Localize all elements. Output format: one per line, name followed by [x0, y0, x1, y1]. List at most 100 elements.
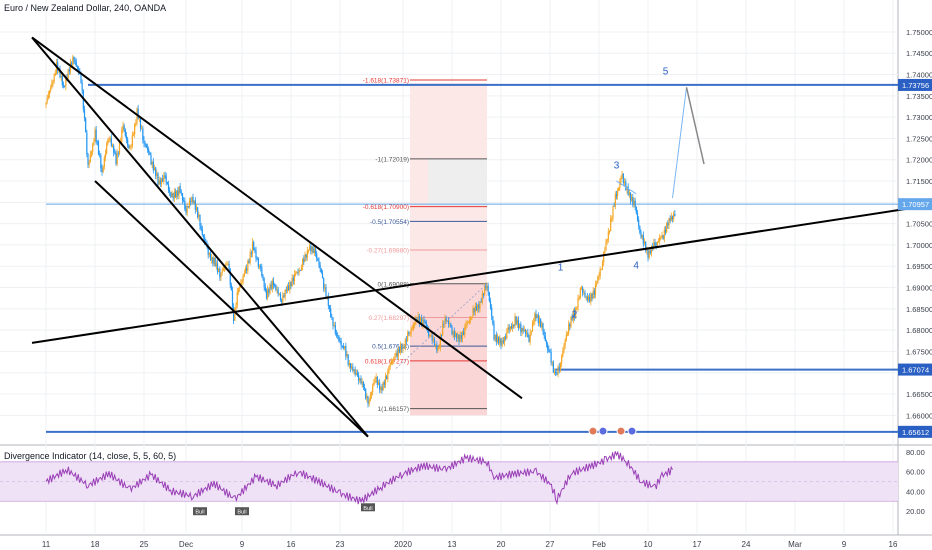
- candle-body: [548, 349, 550, 352]
- candle-body: [101, 168, 103, 173]
- candle-body: [551, 362, 553, 364]
- candle-body: [348, 363, 350, 365]
- candle-body: [239, 287, 241, 289]
- indicator-title: Divergence Indicator (14, close, 5, 5, 6…: [4, 451, 177, 461]
- candle-body: [512, 324, 514, 329]
- candle-body: [352, 366, 354, 371]
- candle-body: [150, 155, 152, 165]
- candle-body: [341, 345, 343, 347]
- candle-body: [356, 373, 359, 376]
- candle-body: [60, 75, 62, 78]
- candle-body: [608, 231, 611, 232]
- candle-body: [261, 267, 263, 277]
- candle-body: [281, 300, 283, 303]
- candle-body: [187, 205, 189, 207]
- time-tick-label: Mar: [788, 540, 802, 549]
- candle-body: [642, 234, 644, 244]
- candle-body: [265, 290, 268, 299]
- candle-body: [625, 181, 627, 190]
- candle-body: [445, 318, 447, 322]
- candle-body: [344, 346, 346, 349]
- candle-body: [514, 316, 516, 327]
- candle-body: [221, 270, 223, 273]
- candle-body: [59, 68, 61, 78]
- candle-body: [621, 173, 623, 179]
- candle-body: [468, 319, 471, 322]
- candle-body: [387, 370, 389, 380]
- candle-body: [351, 366, 353, 369]
- candle-body: [619, 181, 621, 188]
- candle-body: [547, 344, 549, 350]
- candle-body: [83, 109, 86, 119]
- candle-body: [470, 319, 472, 320]
- price-marker-label: 1.65612: [902, 428, 929, 437]
- candle-body: [160, 178, 163, 184]
- candle-body: [298, 270, 300, 273]
- candle-body: [54, 73, 56, 76]
- candle-body: [435, 344, 437, 346]
- candle-body: [437, 348, 439, 351]
- candle-body: [97, 141, 100, 155]
- time-tick-label: Dec: [179, 540, 193, 549]
- candle-body: [358, 375, 360, 381]
- candle-body: [590, 294, 592, 302]
- candle-body: [499, 338, 501, 344]
- candle-body: [202, 234, 205, 237]
- candle-body: [108, 138, 110, 141]
- rsi-tick-label: 80.00: [906, 448, 925, 457]
- trendline: [94, 180, 369, 438]
- event-icon: [616, 426, 626, 436]
- candle-body: [589, 296, 591, 302]
- candle-body: [414, 323, 416, 325]
- candle-body: [110, 137, 112, 146]
- candle-body: [475, 305, 478, 311]
- candle-body: [649, 250, 651, 253]
- candle-body: [537, 314, 539, 324]
- candle-body: [149, 152, 151, 156]
- time-tick-label: Feb: [592, 540, 606, 549]
- candle-body: [184, 200, 186, 209]
- candle-body: [538, 319, 541, 324]
- candle-body: [657, 241, 660, 242]
- candle-body: [542, 323, 544, 332]
- candle-body: [170, 192, 172, 198]
- candle-body: [635, 206, 637, 214]
- candle-body: [337, 335, 339, 337]
- candle-body: [600, 269, 602, 271]
- candle-body: [368, 400, 370, 404]
- candle-body: [655, 245, 657, 247]
- candle-body: [333, 325, 335, 327]
- candle-body: [291, 277, 293, 287]
- candle-body: [510, 326, 513, 329]
- candle-body: [528, 337, 530, 342]
- candle-body: [572, 311, 574, 320]
- candle-body: [607, 231, 609, 240]
- candle-body: [45, 102, 47, 105]
- candle-body: [636, 213, 639, 220]
- candle-body: [162, 178, 164, 182]
- candle-body: [51, 83, 53, 88]
- candle-body: [467, 321, 469, 323]
- candle-body: [306, 250, 308, 258]
- candle-body: [288, 285, 290, 290]
- candle-body: [243, 273, 245, 277]
- price-tick-label: 1.66500: [906, 390, 932, 399]
- candle-body: [293, 273, 296, 282]
- event-icon: [598, 426, 608, 436]
- candle-body: [279, 294, 282, 301]
- candle-body: [334, 325, 336, 334]
- price-tick-label: 1.68000: [906, 326, 932, 335]
- candle-body: [304, 254, 306, 262]
- candle-body: [171, 193, 173, 198]
- candle-body: [523, 329, 525, 332]
- candle-body: [340, 341, 342, 346]
- candle-body: [283, 295, 285, 297]
- candle-body: [88, 162, 90, 165]
- candle-body: [209, 252, 212, 260]
- candle-body: [488, 291, 490, 302]
- candle-body: [185, 208, 187, 213]
- candle-body: [319, 265, 321, 269]
- candle-body: [463, 331, 465, 336]
- candle-body: [152, 161, 154, 171]
